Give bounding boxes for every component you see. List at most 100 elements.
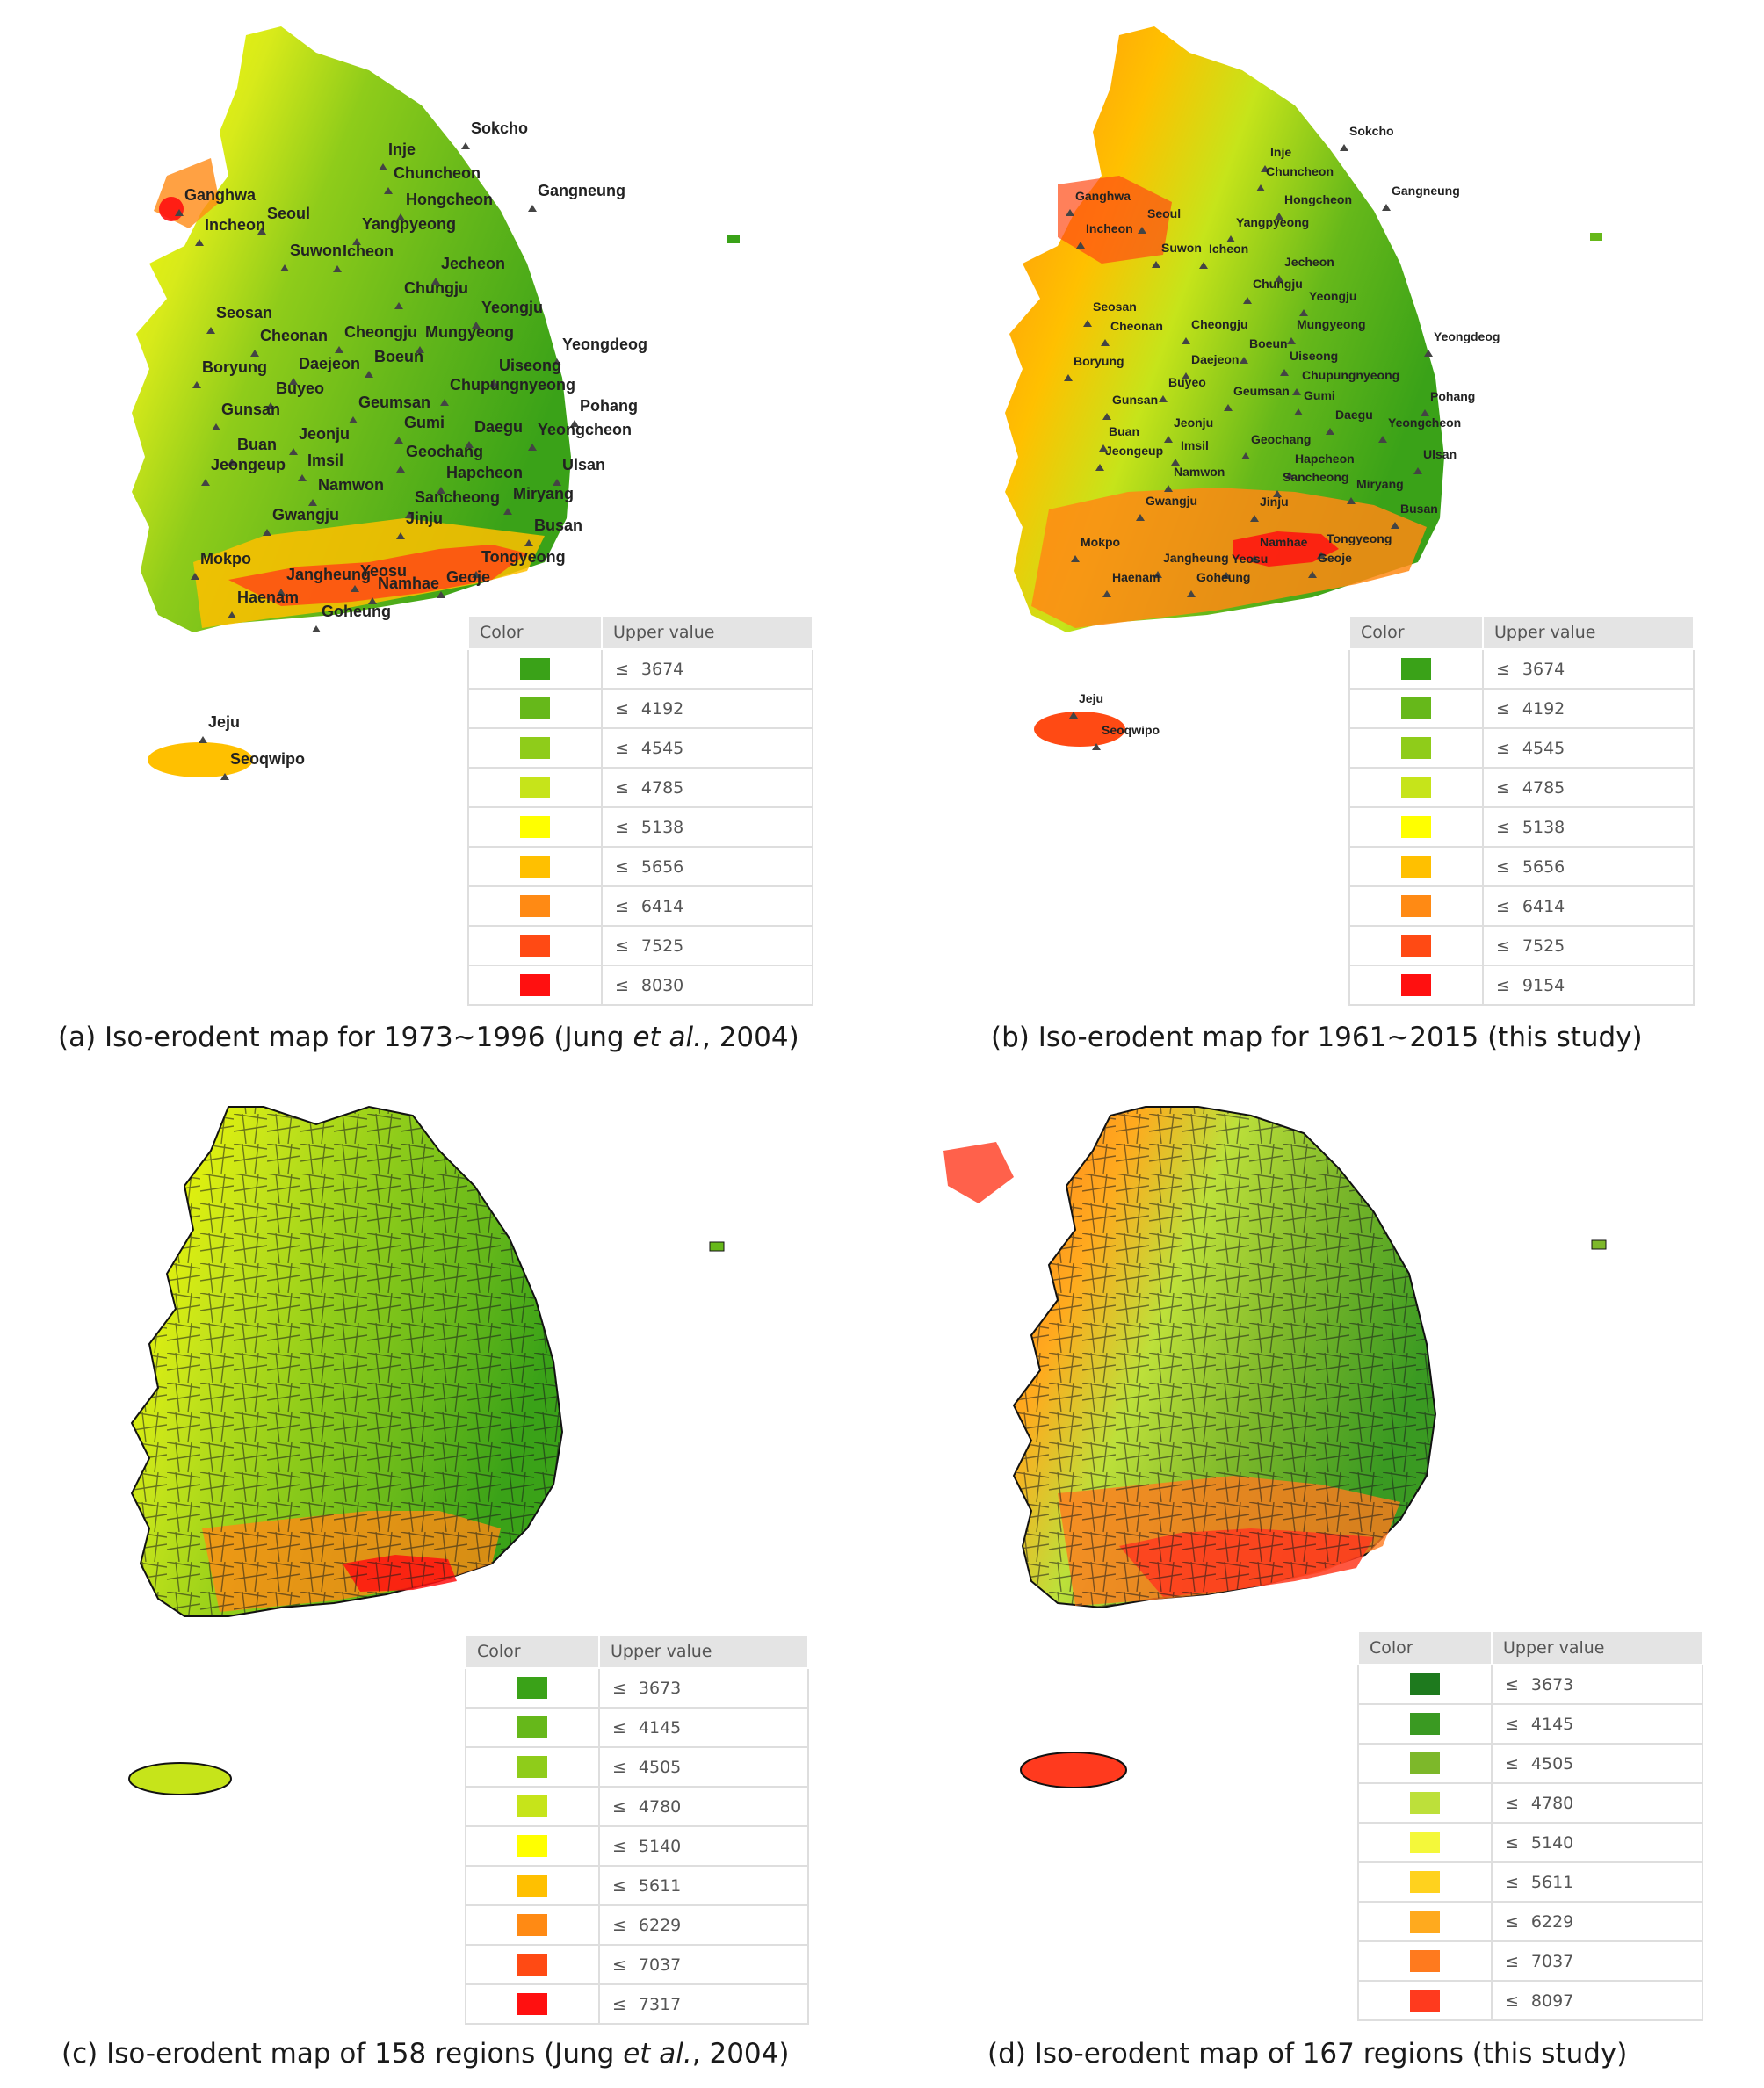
le-symbol: ≤ <box>615 856 629 877</box>
station-marker <box>1071 555 1080 562</box>
caption-a-post: , 2004) <box>702 1022 799 1053</box>
city-label: Hapcheon <box>1295 452 1355 466</box>
city-label: Gumi <box>404 414 445 431</box>
city-label: Buan <box>237 436 277 453</box>
city-label: Tongyeong <box>481 548 566 566</box>
station-marker <box>1243 297 1252 304</box>
legend-upper-value: 4545 <box>640 738 684 758</box>
le-symbol: ≤ <box>615 738 629 758</box>
city-label: Ganghwa <box>184 186 257 204</box>
city-label: Goheung <box>1196 570 1250 584</box>
city-label: Jeonju <box>299 425 350 443</box>
legend-color-cell <box>1357 1861 1493 1903</box>
station-marker <box>489 379 498 387</box>
city-label: Geochang <box>406 443 483 460</box>
city-label: Boeun <box>374 348 423 365</box>
station-marker <box>1138 227 1146 234</box>
legend-color-cell <box>467 767 603 808</box>
city-label: Gunsan <box>221 401 280 418</box>
legend-swatch <box>517 1835 547 1857</box>
station-marker <box>1064 374 1073 381</box>
legend-color-cell <box>465 1786 600 1827</box>
legend-upper-value: 7317 <box>638 1994 682 2014</box>
legend-value-cell: ≤8030 <box>601 965 813 1006</box>
station-marker <box>1294 408 1303 415</box>
city-label: Jeongeup <box>1105 444 1163 458</box>
le-symbol: ≤ <box>1505 1872 1519 1892</box>
station-marker <box>1275 213 1283 220</box>
legend-swatch <box>517 1954 547 1976</box>
city-label: Ulsan <box>1423 447 1457 461</box>
city-label: Namwon <box>1174 465 1225 479</box>
station-marker <box>228 611 236 618</box>
iso-erodent-map-a: Sokcho Inje Chuncheon Gangneung Ganghwa Seoul… <box>132 26 740 780</box>
station-marker <box>1250 555 1259 562</box>
city-label: Chungju <box>404 279 468 297</box>
legend-value-cell: ≤7317 <box>598 1983 809 2025</box>
legend-swatch <box>1401 895 1431 917</box>
le-symbol: ≤ <box>1505 1714 1519 1734</box>
city-label: Imsil <box>1181 438 1209 452</box>
city-label: Daegu <box>474 418 523 436</box>
regional-boundaries <box>132 1107 562 1616</box>
le-symbol: ≤ <box>1496 975 1510 995</box>
legend-row: ≤7317 <box>465 1983 809 2025</box>
le-symbol: ≤ <box>612 1757 626 1777</box>
legend-value-cell: ≤8097 <box>1491 1980 1703 2021</box>
legend-value-cell: ≤9154 <box>1482 965 1695 1006</box>
station-marker <box>1182 337 1190 344</box>
legend-row: ≤6414 <box>1348 885 1695 927</box>
station-marker <box>1152 261 1160 268</box>
jeju-island <box>1034 712 1125 747</box>
station-marker <box>461 142 470 149</box>
legend-color-cell <box>467 846 603 887</box>
le-symbol: ≤ <box>1505 1674 1519 1694</box>
station-marker <box>1171 459 1180 466</box>
legend-value-cell: ≤4192 <box>601 688 813 729</box>
station-marker <box>280 264 289 271</box>
city-label: Yeosu <box>1232 552 1268 566</box>
le-symbol: ≤ <box>612 1915 626 1935</box>
city-label: Hongcheon <box>406 191 493 208</box>
legend-swatch <box>520 777 550 798</box>
station-marker <box>1378 436 1387 443</box>
legend-row: ≤5140 <box>1357 1822 1703 1863</box>
station-marker <box>1250 515 1259 522</box>
station-marker <box>1153 571 1162 578</box>
legend-table-c: Color Upper value ≤3673 ≤4145 ≤4505 ≤4780 ≤5… <box>465 1634 809 2025</box>
legend-color-cell <box>465 1983 600 2025</box>
legend-row: ≤4785 <box>467 767 813 808</box>
station-marker <box>1187 590 1196 597</box>
legend-table-b: Color Upper value ≤3674 ≤4192 ≤4545 ≤4785 ≤5… <box>1348 615 1695 1006</box>
regional-map-c <box>128 1105 725 1795</box>
legend-row: ≤8097 <box>1357 1980 1703 2021</box>
le-symbol: ≤ <box>615 659 629 679</box>
station-marker <box>1159 395 1168 402</box>
station-marker <box>212 423 220 430</box>
station-marker <box>1424 350 1433 357</box>
legend-row: ≤4780 <box>1357 1782 1703 1824</box>
station-marker <box>1340 144 1348 151</box>
legend-value-cell: ≤4192 <box>1482 688 1695 729</box>
legend-value-cell: ≤6414 <box>601 885 813 927</box>
station-marker <box>277 589 286 596</box>
le-symbol: ≤ <box>612 1678 626 1698</box>
legend-swatch <box>517 1716 547 1738</box>
peninsula-shape <box>132 26 571 632</box>
city-label: Gangneung <box>538 182 625 199</box>
legend-color-cell <box>1348 806 1484 848</box>
legend-row: ≤5656 <box>1348 846 1695 887</box>
station-marker <box>308 499 317 506</box>
legend-upper-value: 5140 <box>638 1836 682 1856</box>
le-symbol: ≤ <box>1496 817 1510 837</box>
legend-upper-value: 5656 <box>1522 856 1565 877</box>
legend-value-cell: ≤4545 <box>1482 727 1695 769</box>
legend-color-cell <box>465 1707 600 1748</box>
city-label: Sancheong <box>1283 470 1348 484</box>
city-label: Hapcheon <box>446 464 523 481</box>
legend-value-cell: ≤3673 <box>598 1667 809 1709</box>
caption-b-pre: (b) Iso-erodent map for 1961~2015 (this … <box>991 1022 1643 1053</box>
legend-header-color: Color <box>1348 615 1484 650</box>
legend-value-cell: ≤5138 <box>1482 806 1695 848</box>
legend-swatch <box>1401 697 1431 719</box>
